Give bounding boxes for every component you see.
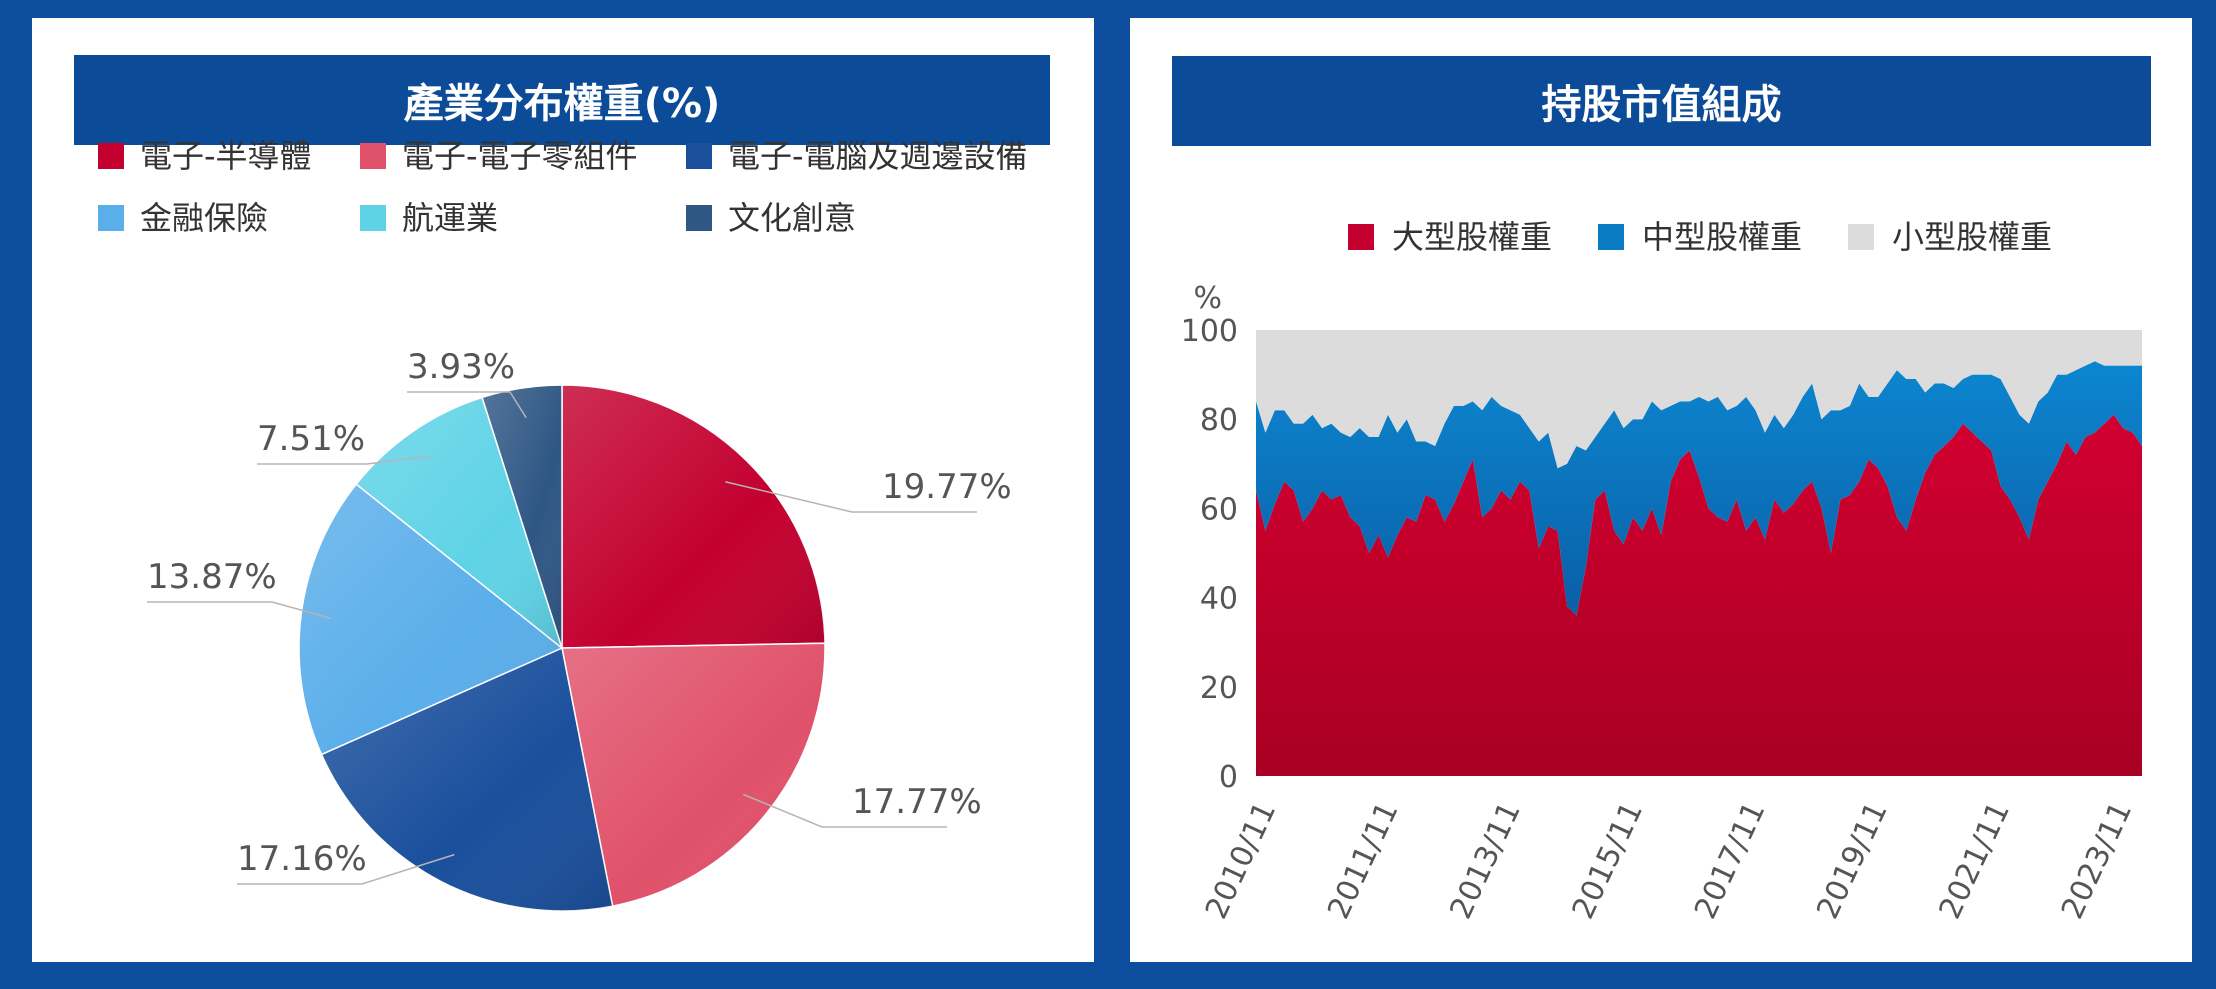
pie-leader-line — [147, 601, 332, 620]
pie-slice-shading — [482, 385, 562, 648]
pie-legend-label: 金融保險 — [140, 199, 268, 237]
pie-value-label: 7.51% — [257, 419, 365, 459]
pie-legend-swatch — [98, 205, 124, 231]
area-legend-swatch — [1598, 224, 1624, 250]
area-series-3 — [1256, 330, 2142, 469]
x-tick-label: 2015/11 — [1566, 797, 1650, 925]
pie-legend-swatch — [98, 143, 124, 169]
pie-leader-line — [742, 793, 947, 828]
pie-slice-shading — [321, 648, 613, 911]
pie-slice-shading — [562, 643, 825, 907]
pie-slice-shading — [562, 385, 825, 648]
area-chart-title: 持股市值組成 — [1172, 56, 2151, 146]
x-tick-label: 2010/11 — [1199, 797, 1283, 925]
area-legend-label: 小型股權重 — [1892, 218, 2052, 256]
area-legend-label: 中型股權重 — [1642, 218, 1802, 256]
pie-legend-label: 電子-半導體 — [140, 137, 312, 175]
pie-chart-title: 產業分布權重(%) — [74, 55, 1050, 145]
pie-legend-label: 電子-電子零組件 — [402, 137, 638, 175]
pie-legend-swatch — [360, 143, 386, 169]
area-chart: 大型股權重 中型股權重 小型股權重 % 0 20 40 60 80 100 2010/11 2011… — [1181, 218, 2142, 925]
y-tick-label: 100 — [1181, 314, 1238, 349]
y-tick-label: 20 — [1200, 671, 1238, 706]
pie-slice-shading — [356, 397, 562, 648]
pie-value-label: 13.87% — [147, 557, 277, 597]
x-tick-label: 2019/11 — [1810, 797, 1894, 925]
x-tick-label: 2021/11 — [1933, 797, 2017, 925]
x-tick-label: 2017/11 — [1688, 797, 1772, 925]
y-tick-label: 40 — [1200, 582, 1238, 617]
area-series-2 — [1256, 361, 2142, 616]
pie-leader-line — [407, 391, 527, 419]
pie-value-label: 17.77% — [852, 782, 982, 822]
area-legend-label: 大型股權重 — [1392, 218, 1552, 256]
y-tick-label: 80 — [1200, 403, 1238, 438]
y-tick-label: 60 — [1200, 492, 1238, 527]
pie-legend-swatch — [686, 143, 712, 169]
pie-leader-line — [237, 853, 455, 885]
area-legend-swatch — [1848, 224, 1874, 250]
x-tick-label: 2013/11 — [1443, 797, 1527, 925]
pie-leader-line — [257, 455, 430, 465]
x-tick-label: 2011/11 — [1321, 797, 1405, 925]
pie-legend-swatch — [686, 205, 712, 231]
y-axis-unit: % — [1193, 281, 1222, 316]
pie-legend-label: 電子-電腦及週邊設備 — [728, 137, 1028, 175]
pie-legend-swatch — [360, 205, 386, 231]
pie-slice-shading — [299, 484, 562, 755]
pie-legend-label: 航運業 — [402, 199, 498, 237]
pie-value-label: 3.93% — [407, 347, 515, 387]
pie-legend-label: 文化創意 — [728, 199, 856, 237]
x-tick-label: 2023/11 — [2055, 797, 2139, 925]
pie-value-label: 19.77% — [882, 467, 1012, 507]
pie-leader-line — [725, 481, 977, 513]
area-series-1 — [1256, 414, 2142, 776]
y-tick-label: 0 — [1219, 760, 1238, 795]
area-legend-swatch — [1348, 224, 1374, 250]
pie-value-label: 17.16% — [237, 839, 367, 879]
